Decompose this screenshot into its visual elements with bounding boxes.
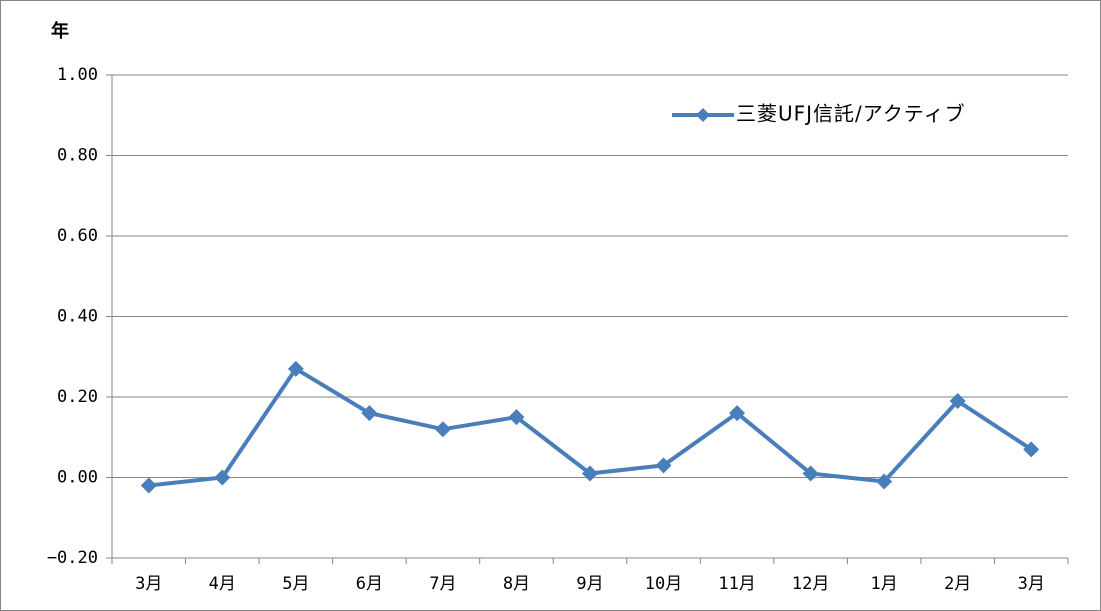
data-point [140, 477, 157, 494]
y-tick-label: 1.00 [57, 65, 98, 85]
data-point [802, 465, 819, 482]
x-tick-label: 4月 [209, 574, 236, 594]
data-point [434, 421, 451, 438]
data-point [508, 409, 525, 426]
data-point [1023, 441, 1040, 458]
y-tick-label: 0.60 [57, 226, 98, 246]
y-tick-label: 0.40 [57, 307, 98, 327]
x-tick-label: 5月 [282, 574, 309, 594]
x-tick-label: 7月 [429, 574, 456, 594]
x-tick-label: 1月 [871, 574, 898, 594]
y-tick-label: 0.20 [57, 387, 98, 407]
y-tick-label: 0.80 [57, 146, 98, 166]
data-point [582, 465, 598, 482]
data-point [361, 405, 378, 422]
x-tick-label: 8月 [503, 574, 530, 594]
data-point [876, 473, 893, 490]
x-tick-label: 10月 [645, 574, 682, 594]
x-tick-label: 2月 [944, 574, 971, 594]
data-point [214, 469, 231, 486]
data-point [729, 405, 746, 422]
x-tick-label: 3月 [1018, 574, 1045, 594]
y-tick-label: 0.00 [57, 468, 98, 488]
legend-marker [696, 108, 710, 122]
data-point [949, 393, 966, 410]
x-tick-label: 11月 [718, 574, 755, 594]
x-tick-label: 9月 [576, 574, 603, 594]
x-tick-label: 6月 [356, 574, 383, 594]
x-tick-label: 3月 [135, 574, 162, 594]
x-tick-label: 12月 [792, 574, 829, 594]
legend-label: 三菱UFJ信託/アクティブ [736, 102, 966, 126]
y-axis-label: 年 [51, 20, 69, 42]
y-tick-label: −0.20 [47, 548, 98, 568]
data-point [287, 360, 304, 377]
data-point [655, 457, 672, 474]
